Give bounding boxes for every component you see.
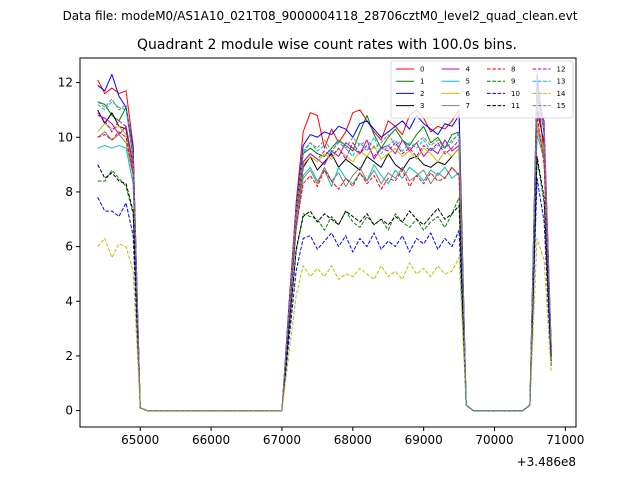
series-line-15 xyxy=(97,84,552,412)
series-line-1 xyxy=(97,93,552,412)
series-line-4 xyxy=(97,98,552,412)
axes-frame xyxy=(79,57,577,428)
legend-label-15: 15 xyxy=(557,102,566,110)
legend-label-2: 2 xyxy=(420,90,424,98)
y-axis: 0 2 4 6 8 10 12 xyxy=(58,76,80,418)
y-tick-label: 12 xyxy=(58,76,73,90)
series-line-12 xyxy=(97,103,552,412)
y-tick-label: 2 xyxy=(65,349,73,363)
legend-label-0: 0 xyxy=(420,66,424,74)
y-tick-label: 0 xyxy=(65,404,73,418)
legend-label-9: 9 xyxy=(511,78,515,86)
series-line-0 xyxy=(97,79,552,412)
legend-label-13: 13 xyxy=(557,78,566,86)
chart-title: Quadrant 2 module wise count rates with … xyxy=(137,37,517,53)
legend-label-5: 5 xyxy=(466,78,470,86)
y-tick-label: 6 xyxy=(65,240,73,254)
series-line-5 xyxy=(97,134,552,412)
series-line-6 xyxy=(97,123,552,412)
x-tick-label: 71000 xyxy=(546,433,584,447)
x-tick-label: 70000 xyxy=(475,433,513,447)
series-line-10 xyxy=(97,177,552,412)
legend-label-11: 11 xyxy=(511,102,520,110)
x-tick-label: 68000 xyxy=(334,433,372,447)
legend-label-10: 10 xyxy=(511,90,520,98)
series-line-14 xyxy=(97,237,552,412)
legend-label-14: 14 xyxy=(557,90,566,98)
x-offset-label: +3.486e8 xyxy=(517,455,576,469)
legend-label-7: 7 xyxy=(466,102,470,110)
x-tick-label: 67000 xyxy=(263,433,301,447)
series-line-9 xyxy=(97,158,552,412)
y-tick-label: 4 xyxy=(65,294,73,308)
series-layer xyxy=(97,73,552,412)
legend-label-12: 12 xyxy=(557,66,566,74)
series-line-8 xyxy=(97,114,552,412)
series-line-11 xyxy=(97,155,552,412)
series-line-13 xyxy=(97,90,552,412)
legend-label-8: 8 xyxy=(511,66,515,74)
x-axis: 65000 66000 67000 68000 69000 70000 71000 xyxy=(121,427,584,447)
legend-label-4: 4 xyxy=(466,66,471,74)
legend-box xyxy=(390,60,574,119)
x-tick-label: 65000 xyxy=(121,433,159,447)
legend-label-3: 3 xyxy=(420,102,424,110)
figure-suptitle: Data file: modeM0/AS1A10_021T08_90000041… xyxy=(63,9,578,23)
x-tick-label: 66000 xyxy=(192,433,230,447)
x-tick-label: 69000 xyxy=(405,433,443,447)
legend-label-6: 6 xyxy=(466,90,471,98)
series-line-2 xyxy=(97,73,552,412)
series-line-3 xyxy=(97,109,552,412)
y-tick-label: 8 xyxy=(65,185,73,199)
y-tick-label: 10 xyxy=(58,130,73,144)
legend-label-1: 1 xyxy=(420,78,424,86)
